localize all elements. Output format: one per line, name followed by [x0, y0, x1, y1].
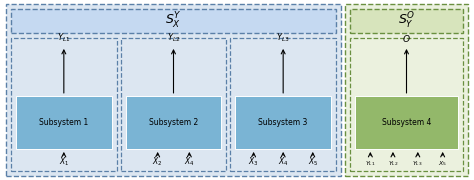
- Text: $Y_{L1}$: $Y_{L1}$: [365, 159, 376, 168]
- Text: $X_2$: $X_2$: [153, 156, 163, 168]
- Text: $Y_{L1}$: $Y_{L1}$: [57, 31, 71, 44]
- Text: $X_5$: $X_5$: [438, 159, 447, 168]
- Text: $X_3$: $X_3$: [248, 156, 259, 168]
- Text: $S_Y^O$: $S_Y^O$: [398, 11, 415, 31]
- Bar: [121, 38, 226, 171]
- Bar: [350, 38, 463, 171]
- Bar: [235, 96, 331, 149]
- Bar: [126, 96, 221, 149]
- Text: $O$: $O$: [402, 33, 411, 44]
- Bar: [355, 96, 458, 149]
- Bar: [230, 38, 336, 171]
- Text: $X_5$: $X_5$: [308, 156, 318, 168]
- Text: $X_4$: $X_4$: [278, 156, 289, 168]
- Text: Subsystem 2: Subsystem 2: [149, 118, 198, 127]
- Bar: [11, 38, 117, 171]
- Bar: [16, 96, 112, 149]
- Text: $Y_{L3}$: $Y_{L3}$: [276, 31, 290, 44]
- Text: $Y_{L2}$: $Y_{L2}$: [388, 159, 398, 168]
- Text: Subsystem 4: Subsystem 4: [382, 118, 431, 127]
- Text: Subsystem 3: Subsystem 3: [258, 118, 308, 127]
- Bar: [350, 9, 463, 33]
- Text: $Y_{L3}$: $Y_{L3}$: [412, 159, 423, 168]
- Bar: [11, 9, 336, 33]
- Bar: [345, 4, 468, 176]
- Text: $X_1$: $X_1$: [59, 156, 69, 168]
- Text: $Y_{L2}$: $Y_{L2}$: [167, 31, 180, 44]
- Text: Subsystem 1: Subsystem 1: [39, 118, 89, 127]
- Text: $X_4$: $X_4$: [184, 156, 195, 168]
- Text: $S_X^Y$: $S_X^Y$: [165, 11, 182, 31]
- Bar: [6, 4, 341, 176]
